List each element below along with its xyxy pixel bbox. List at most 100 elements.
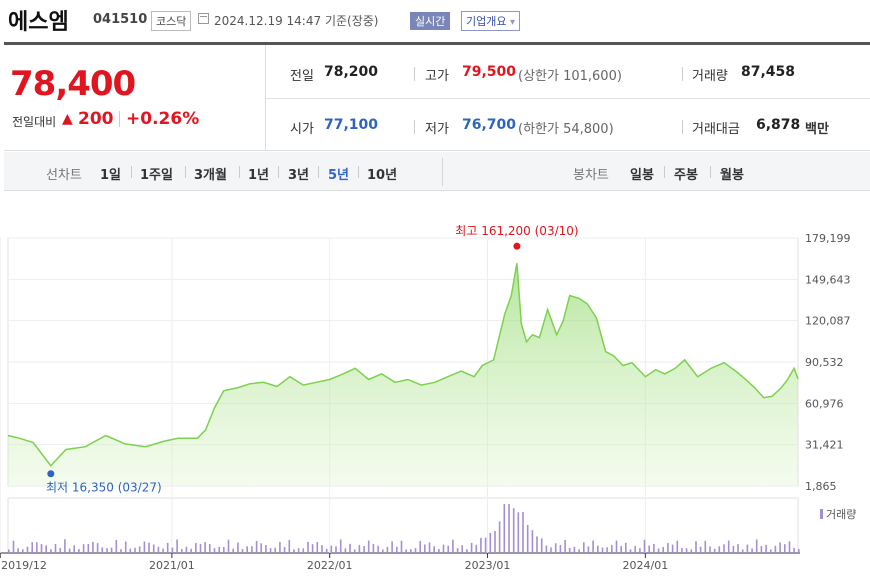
- volume-bar: [428, 542, 431, 553]
- volume-bar: [559, 545, 562, 553]
- volume-bar: [321, 545, 323, 553]
- volume-bar: [59, 548, 61, 553]
- volume-bar: [639, 548, 641, 553]
- volume-bar: [73, 545, 75, 553]
- tab-3y[interactable]: 3년: [288, 168, 310, 183]
- volume-bar: [377, 545, 379, 553]
- tab-separator: [318, 166, 319, 178]
- volume-bar: [237, 542, 239, 553]
- volume-bar: [466, 549, 468, 553]
- volume-bar: [143, 541, 146, 553]
- change-separator: [119, 111, 120, 127]
- volume-bar: [615, 540, 618, 553]
- x-tick-label: 2023/01: [465, 559, 511, 572]
- timestamp: 2024.12.19 14:47 기준(장중): [214, 12, 378, 29]
- volume-bar: [419, 541, 421, 553]
- quote-separator: [682, 120, 683, 134]
- y-tick-label: 179,199: [805, 232, 851, 245]
- tab-1d[interactable]: 1일: [100, 168, 122, 183]
- volume-bar: [36, 542, 38, 553]
- volume-bar: [297, 548, 300, 553]
- volume-bar: [751, 548, 753, 553]
- volume-bar: [550, 547, 552, 553]
- tab-separator: [278, 166, 279, 178]
- volume-bar: [461, 545, 463, 553]
- volume-bar: [223, 547, 225, 553]
- tab-separator: [185, 166, 186, 178]
- tab-1w[interactable]: 1주일: [140, 168, 173, 183]
- volume-bar: [50, 549, 52, 553]
- tab-10y[interactable]: 10년: [367, 168, 398, 183]
- change-label: 전일대비: [12, 115, 57, 129]
- volume-bar: [452, 539, 454, 553]
- line-chart-label: 선차트: [46, 168, 82, 183]
- tab-weekly[interactable]: 주봉: [674, 168, 698, 183]
- calendar-icon: [198, 13, 209, 24]
- volume-bar: [391, 541, 393, 553]
- volume-bar: [45, 545, 47, 553]
- volume-bar: [92, 542, 94, 553]
- tab-daily[interactable]: 일봉: [630, 168, 654, 183]
- volume-bar: [31, 542, 33, 553]
- volume-bar: [447, 545, 449, 553]
- min-label: 최저 16,350 (03/27): [46, 481, 162, 495]
- volume-bar: [148, 542, 150, 553]
- open-label: 시가: [290, 122, 314, 137]
- tab-separator: [239, 166, 240, 178]
- change-amount: 200: [78, 109, 114, 129]
- volume-bar: [251, 546, 253, 553]
- volume-bar: [611, 545, 613, 553]
- volume-bar: [438, 549, 440, 553]
- y-tick-label: 120,087: [805, 315, 851, 328]
- price-chart: 179,199 149,643 120,087 90,532 60,976 31,421 1…: [0, 224, 856, 572]
- volume-bar: [185, 546, 188, 553]
- volume-bar: [779, 542, 781, 553]
- open-value: 77,100: [324, 117, 379, 133]
- tab-monthly[interactable]: 월봉: [720, 168, 744, 183]
- tab-separator: [710, 166, 711, 178]
- volume-bar: [671, 544, 674, 553]
- timestamp-basis: 기준(장중): [324, 14, 379, 28]
- volume-label: 거래량: [692, 69, 728, 84]
- volume-bar: [592, 540, 594, 553]
- volume-bar: [204, 542, 206, 553]
- volume-bar: [325, 548, 328, 553]
- max-label: 최고 161,200 (03/10): [455, 224, 578, 238]
- volume-bar: [540, 538, 543, 553]
- volume-bar: [410, 549, 412, 553]
- period-bar: [4, 152, 870, 191]
- volume-bar: [727, 540, 730, 553]
- volume-bar: [269, 548, 272, 553]
- volume-bar: [704, 540, 707, 553]
- volume-bar: [755, 539, 758, 553]
- stock-code: 041510: [93, 12, 148, 27]
- volume-bar: [498, 521, 501, 553]
- volume-bar: [129, 548, 132, 553]
- price-line: [7, 263, 799, 467]
- volume-bar: [573, 546, 576, 553]
- volume-bar: [424, 544, 426, 553]
- tab-1y[interactable]: 1년: [248, 168, 270, 183]
- company-overview-label: 기업개요: [466, 15, 507, 28]
- tab-3m[interactable]: 3개월: [194, 168, 227, 183]
- volume-bar: [676, 540, 679, 553]
- volume-bar: [583, 542, 585, 553]
- volume-bar: [489, 532, 492, 553]
- volume-bar: [396, 546, 398, 553]
- company-overview-button[interactable]: 기업개요 ▾: [461, 11, 521, 31]
- tab-5y[interactable]: 5년: [328, 168, 350, 183]
- volume-bar: [106, 548, 108, 553]
- up-arrow-icon: ▲: [62, 111, 73, 127]
- volume-bar: [784, 544, 786, 553]
- volume-bar: [746, 544, 749, 553]
- realtime-button[interactable]: 실시간: [410, 12, 451, 30]
- volume-bar: [732, 545, 735, 553]
- volume-bar: [316, 542, 319, 553]
- volume-bar: [232, 548, 234, 553]
- volume-bars: [8, 504, 800, 553]
- tab-separator: [664, 166, 665, 178]
- volume-bar: [662, 546, 664, 553]
- volume-bar: [531, 530, 534, 553]
- volume-bar: [681, 548, 683, 553]
- min-marker: [47, 470, 55, 478]
